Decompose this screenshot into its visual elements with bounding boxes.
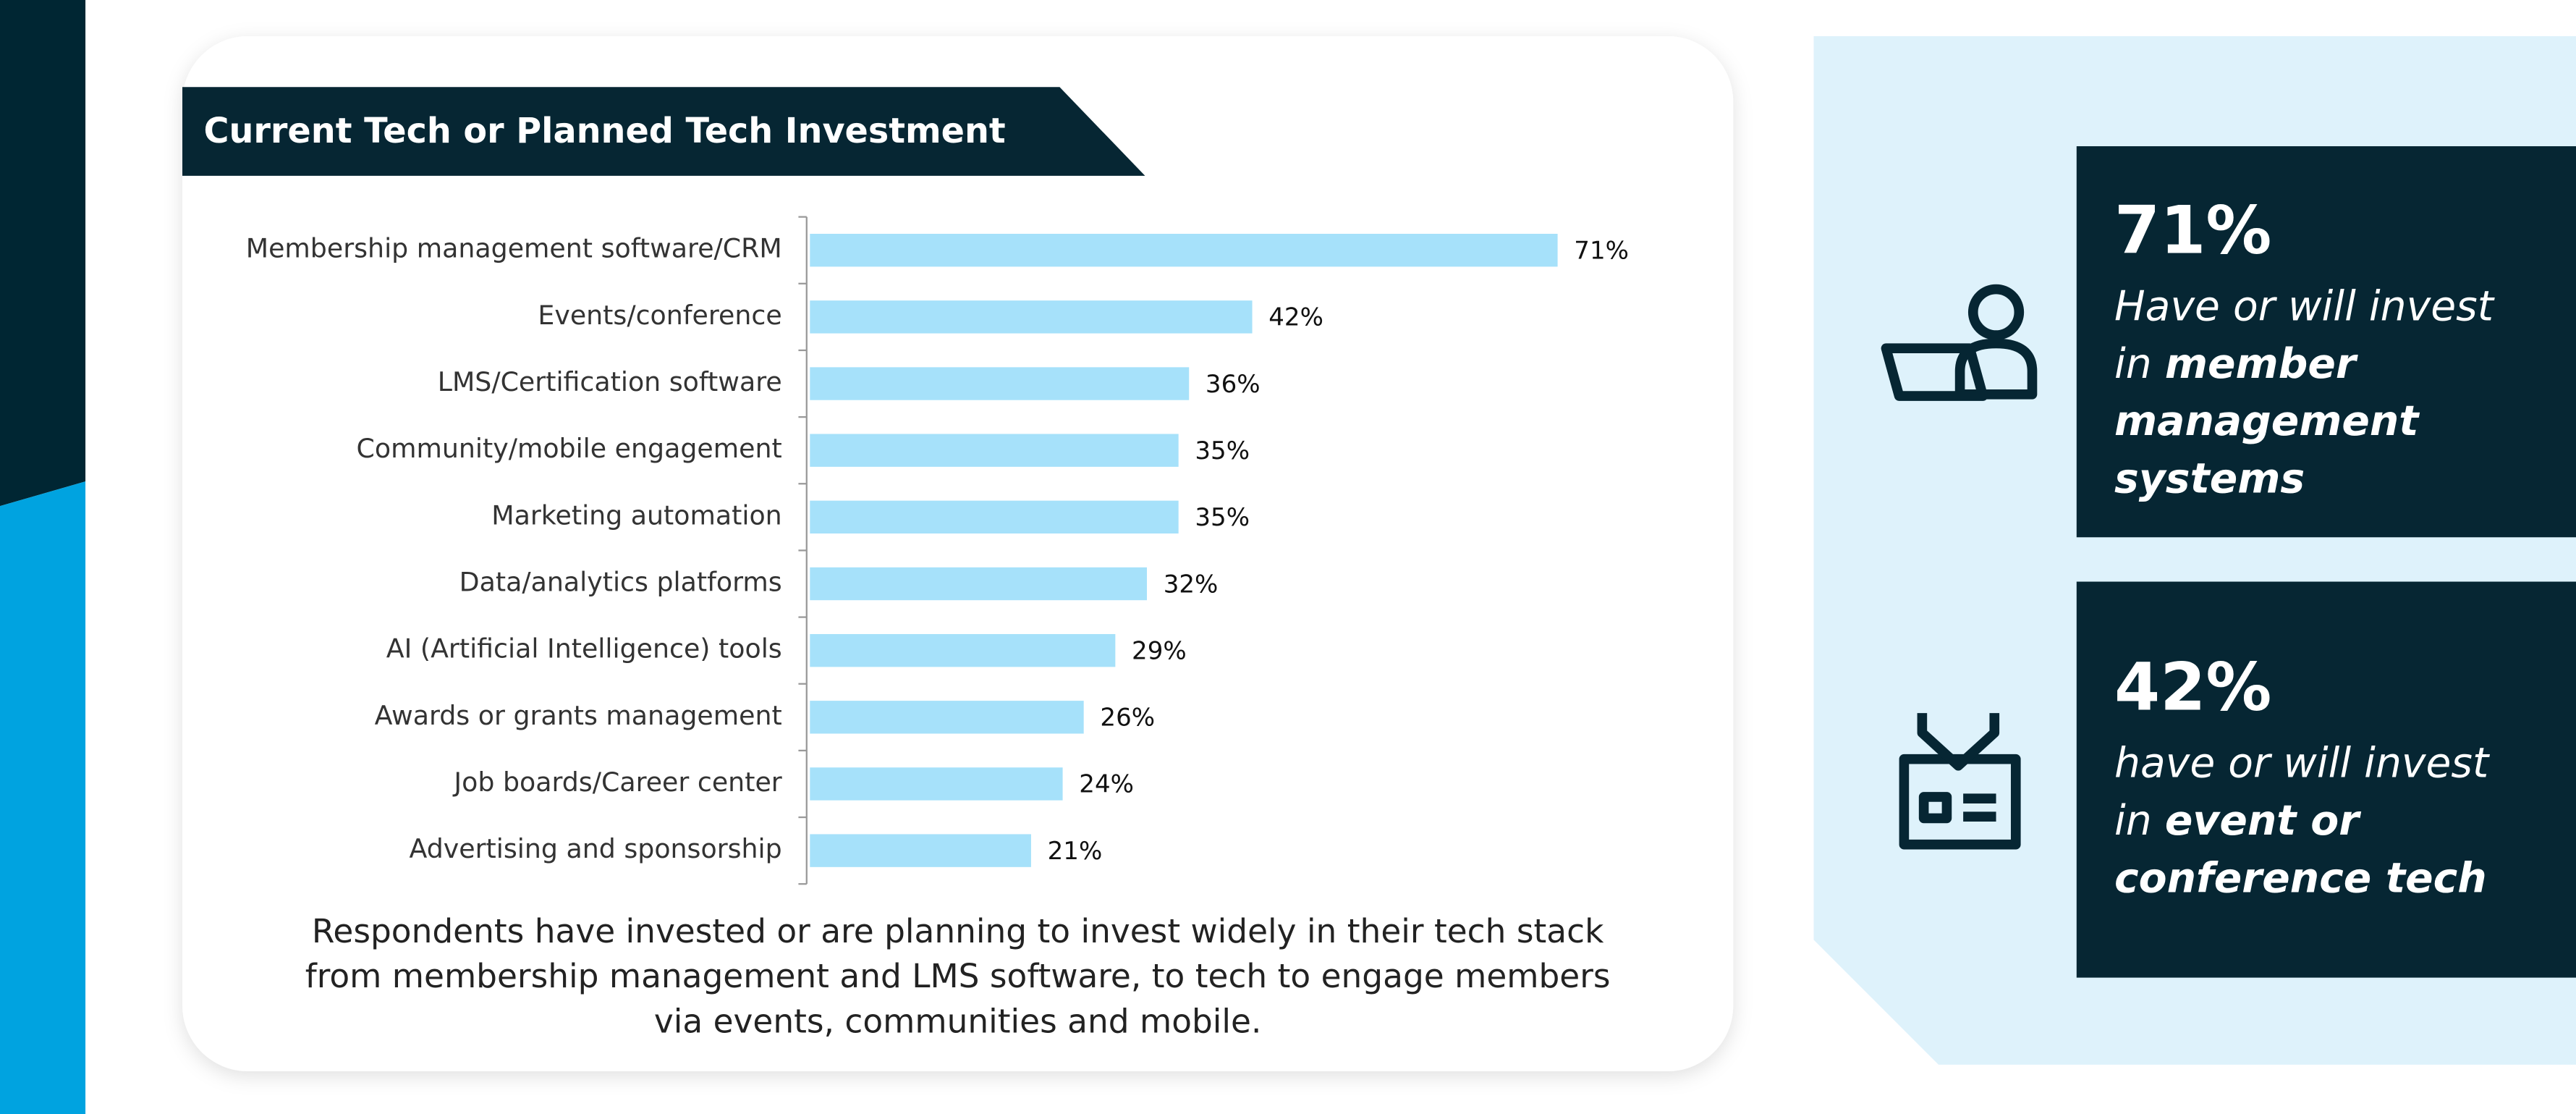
category-label: LMS/Certification software (438, 366, 782, 397)
caption: from membership management and LMS softw… (305, 957, 1611, 995)
callout-lead: have or will invest (2114, 739, 2490, 787)
value-label: 29% (1132, 636, 1187, 665)
value-label: 24% (1079, 770, 1134, 799)
callout-emphasis: systems (2114, 455, 2305, 503)
value-label: 36% (1206, 370, 1261, 399)
value-label: 26% (1100, 704, 1155, 733)
callout-lead: in (2114, 340, 2152, 388)
callout-stat: 42% (2114, 650, 2271, 726)
bar (810, 234, 1558, 267)
category-label: AI (Artificial Intelligence) tools (386, 633, 782, 664)
callout-box (2076, 146, 2576, 538)
bar (810, 300, 1253, 334)
callout-line: in event or (2114, 797, 2361, 845)
bar (810, 767, 1063, 801)
chart-title: Current Tech or Planned Tech Investment (204, 111, 1006, 151)
value-label: 42% (1268, 303, 1323, 332)
callout-emphasis: management (2114, 397, 2420, 445)
bar (810, 701, 1084, 734)
category-label: Community/mobile engagement (357, 433, 782, 464)
bar (810, 500, 1179, 534)
callout-lead: in (2114, 797, 2152, 845)
callout-box (2076, 581, 2576, 978)
member-icon (1881, 284, 2038, 401)
category-label: Data/analytics platforms (459, 567, 782, 598)
category-label: Membership management software/CRM (246, 233, 782, 264)
side-strip-blue (0, 481, 86, 1114)
callout-lead: Have or will invest (2114, 282, 2495, 330)
caption: via events, communities and mobile. (654, 1003, 1262, 1041)
badge-icon (1899, 713, 2021, 850)
chart-card (182, 35, 1734, 1071)
category-label: Advertising and sponsorship (410, 833, 782, 864)
category-label: Events/conference (538, 300, 781, 331)
side-strip-dark (0, 0, 86, 507)
value-label: 35% (1195, 436, 1250, 465)
bar (810, 834, 1031, 867)
bar (810, 567, 1148, 601)
value-label: 35% (1195, 503, 1250, 532)
category-label: Awards or grants management (375, 700, 782, 731)
value-label: 32% (1164, 570, 1219, 599)
callout-stat: 71% (2114, 193, 2271, 269)
bar (810, 633, 1116, 667)
category-label: Marketing automation (491, 499, 781, 531)
callout-emphasis: member (2165, 340, 2358, 388)
value-label: 21% (1048, 837, 1103, 866)
caption: Respondents have invested or are plannin… (312, 912, 1604, 950)
title-banner (182, 87, 1145, 176)
category-label: Job boards/Career center (452, 767, 781, 798)
bar (810, 367, 1190, 400)
bar (810, 434, 1179, 467)
value-label: 71% (1574, 236, 1629, 265)
callout-emphasis: conference tech (2114, 854, 2487, 902)
callout-line: in member (2114, 340, 2358, 388)
callout-emphasis: event or (2165, 797, 2361, 845)
